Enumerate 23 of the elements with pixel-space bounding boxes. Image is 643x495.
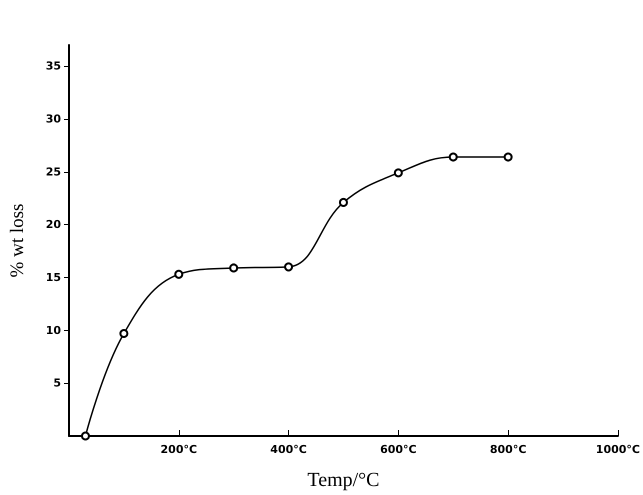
point: [229, 263, 238, 272]
y-axis-title: % wt loss: [7, 204, 28, 278]
point: [504, 152, 513, 162]
point: [338, 198, 348, 207]
x-tick-label: 200°C: [160, 443, 198, 456]
y-tick-label: 5: [53, 376, 61, 390]
point: [284, 262, 294, 272]
y-tick-label: 15: [46, 270, 61, 284]
y-tick-label: 20: [46, 218, 62, 232]
x-tick-label: 1000°C: [596, 443, 640, 456]
point: [174, 270, 184, 279]
y-tick-label: 10: [46, 324, 62, 337]
x-tick-label: 600°C: [380, 443, 417, 456]
y-tick-label: 30: [46, 112, 62, 126]
y-tick-label: 35: [46, 60, 61, 73]
x-tick-label: 400°C: [270, 443, 307, 456]
y-tick-label: 25: [46, 165, 61, 178]
point: [394, 168, 403, 178]
x-tick-label: 800°C: [490, 443, 526, 456]
point: [119, 328, 128, 338]
x-axis-title: Temp/°C: [307, 469, 380, 491]
point: [448, 152, 458, 162]
point: [80, 432, 90, 440]
